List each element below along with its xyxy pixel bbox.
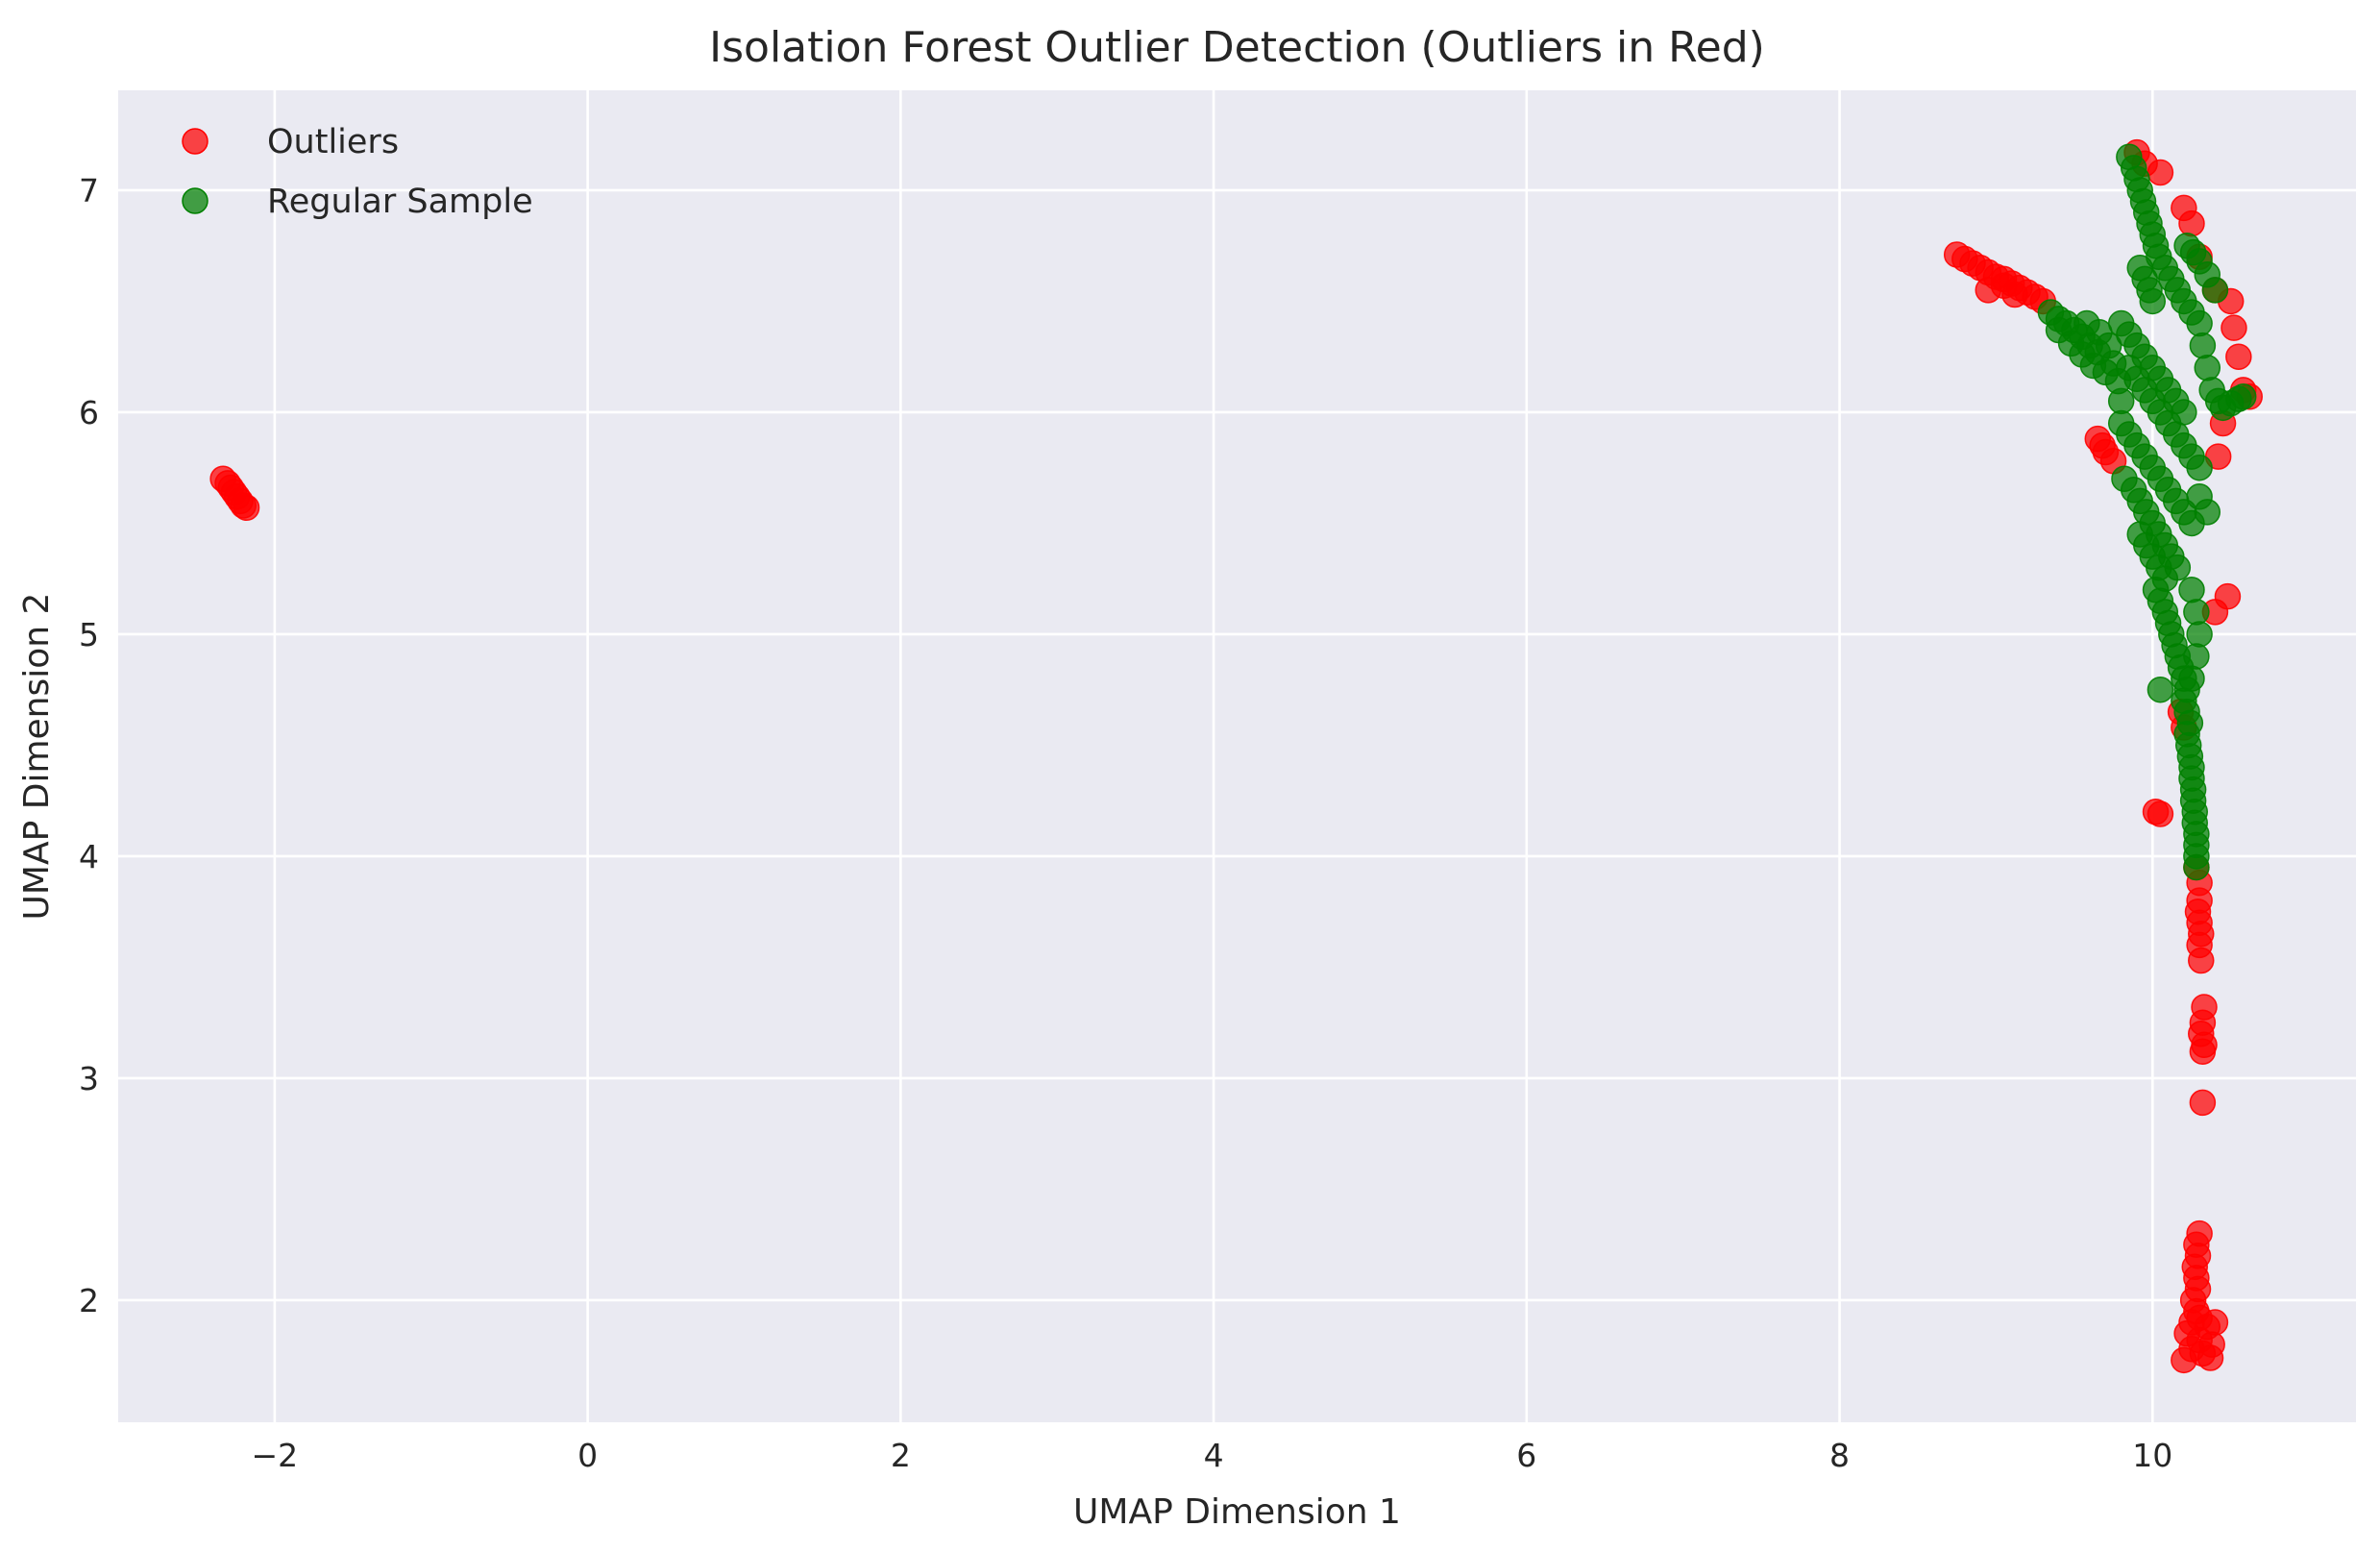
data-point <box>2001 281 2028 308</box>
data-point <box>2189 1340 2217 1367</box>
data-point <box>2189 332 2217 359</box>
grid <box>118 90 2356 1422</box>
y-axis-label: UMAP Dimension 2 <box>17 593 57 921</box>
data-point <box>2189 1089 2217 1117</box>
legend: Outliers Regular Sample <box>182 123 533 221</box>
data-point <box>2178 577 2205 604</box>
x-axis-label: UMAP Dimension 1 <box>1073 1492 1401 1532</box>
data-point <box>2225 343 2252 370</box>
data-point <box>2183 599 2210 626</box>
x-tick-label: 10 <box>2132 1437 2172 1474</box>
data-point <box>2194 499 2221 526</box>
y-tick-label: 7 <box>79 172 99 209</box>
legend-marker <box>182 187 209 214</box>
x-axis-ticks: −2 0 2 4 6 8 10 <box>252 1437 2173 1474</box>
data-point <box>2201 277 2229 304</box>
legend-label: Outliers <box>267 123 399 161</box>
y-tick-label: 3 <box>79 1060 99 1097</box>
data-point <box>2183 643 2210 670</box>
x-tick-label: 8 <box>1829 1437 1850 1474</box>
plot-area <box>118 90 2356 1422</box>
data-point <box>2186 621 2213 648</box>
x-tick-label: 4 <box>1204 1437 1224 1474</box>
data-point <box>2221 314 2247 341</box>
data-point <box>2147 801 2174 827</box>
data-point <box>2089 431 2116 459</box>
data-point <box>2183 853 2210 881</box>
series-layer <box>209 138 2264 1374</box>
data-point <box>2188 947 2215 974</box>
y-tick-label: 2 <box>79 1282 99 1319</box>
legend-marker <box>182 128 209 155</box>
data-point <box>2186 309 2213 337</box>
y-axis-ticks: 2 3 4 5 6 7 <box>79 172 99 1319</box>
data-point <box>2189 1038 2217 1065</box>
series-regular-sample <box>2037 143 2257 881</box>
data-point <box>2139 287 2167 315</box>
x-tick-label: 2 <box>891 1437 911 1474</box>
y-tick-label: 4 <box>79 838 99 875</box>
x-tick-label: 6 <box>1516 1437 1536 1474</box>
legend-label: Regular Sample <box>267 183 533 221</box>
data-point <box>2147 159 2174 186</box>
x-tick-label: −2 <box>252 1437 299 1474</box>
data-point <box>2178 209 2205 237</box>
data-point <box>233 494 260 522</box>
data-point <box>2194 355 2221 382</box>
x-tick-label: 0 <box>577 1437 598 1474</box>
data-point <box>2186 454 2213 481</box>
y-tick-label: 6 <box>79 394 99 431</box>
chart-title: Isolation Forest Outlier Detection (Outl… <box>709 23 1765 72</box>
data-point <box>2229 383 2257 410</box>
data-point <box>2147 676 2174 703</box>
data-point <box>2107 387 2135 415</box>
y-tick-label: 5 <box>79 616 99 653</box>
